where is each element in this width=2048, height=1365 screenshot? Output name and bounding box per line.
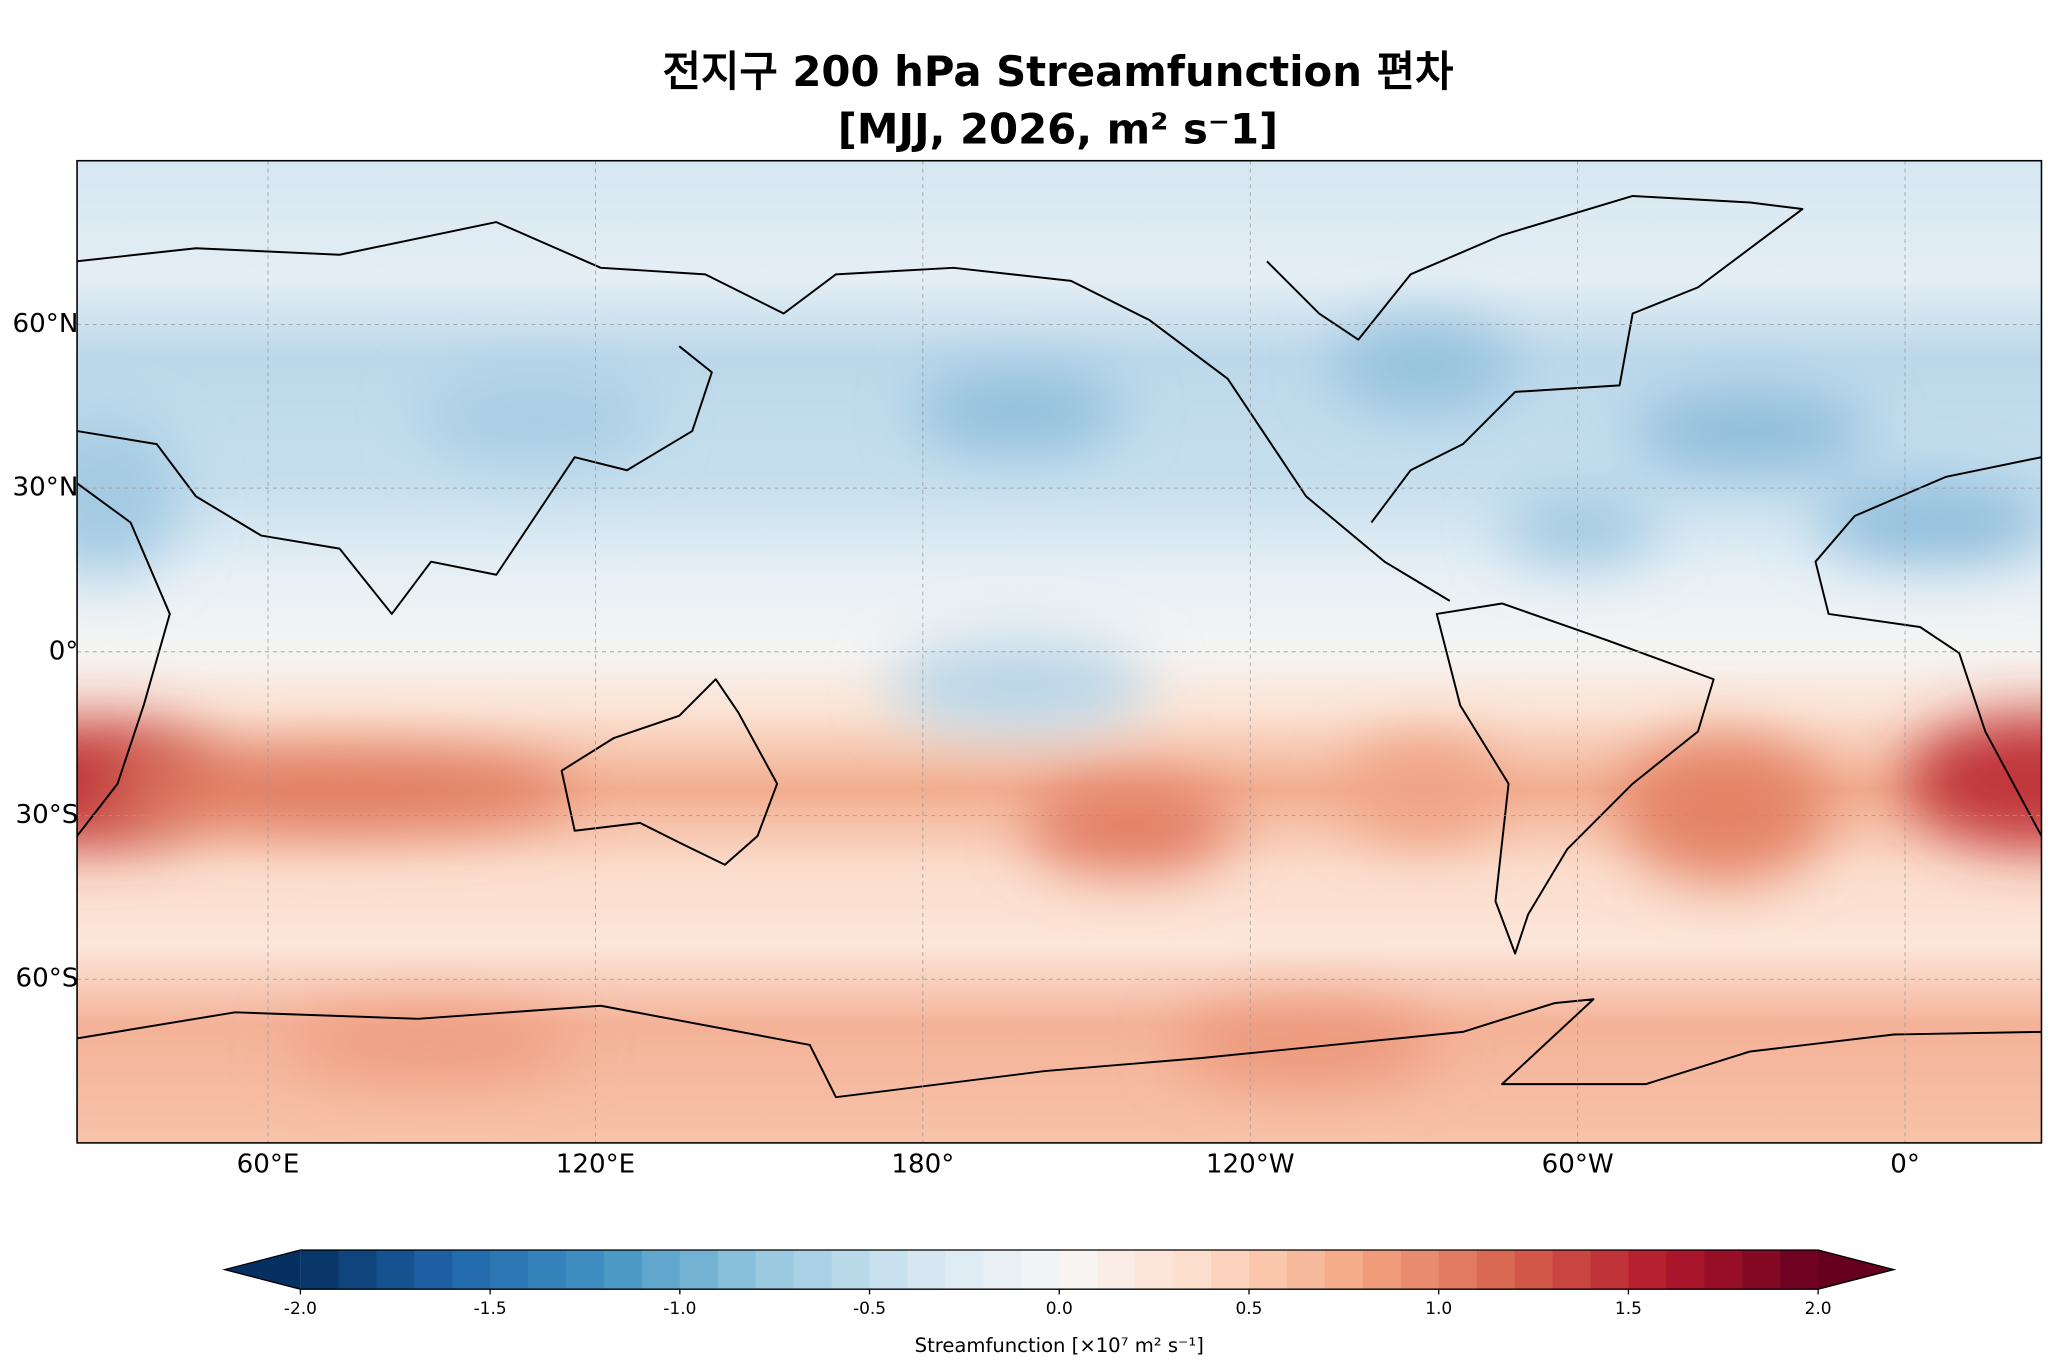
- colorbar-segment: [1173, 1250, 1212, 1290]
- colorbar-segment: [452, 1250, 491, 1290]
- y-tick-label: 60°S: [16, 964, 79, 994]
- colorbar-tick-label: 2.0: [1805, 1299, 1832, 1319]
- colorbar-extend-low: [224, 1250, 301, 1290]
- colorbar-segment: [869, 1250, 909, 1290]
- colorbar-segment: [528, 1250, 567, 1290]
- colorbar-segment: [793, 1250, 833, 1290]
- colorbar-tick-label: 0.0: [1046, 1299, 1073, 1319]
- x-tick-label: 0°: [1890, 1150, 1920, 1180]
- y-tick-label: 30°S: [16, 800, 79, 830]
- colorbar-segment: [1324, 1250, 1364, 1290]
- colorbar-segment: [1666, 1250, 1705, 1290]
- colorbar-segment: [1704, 1250, 1743, 1290]
- colorbar-segment: [300, 1250, 340, 1290]
- colorbar-segment: [755, 1250, 795, 1290]
- colorbar-segment: [1097, 1250, 1136, 1290]
- colorbar: -2.0 -1.5 -1.0 -0.5 0.0 0.5 1.0 1.5 2.0 Streamfun…: [222, 1249, 1897, 1357]
- colorbar-tick-label: 0.5: [1235, 1299, 1262, 1319]
- colorbar-tick-label: -1.0: [663, 1299, 696, 1319]
- colorbar-segment: [414, 1250, 453, 1290]
- colorbar-segment: [1514, 1250, 1554, 1290]
- coastlines: [77, 194, 2042, 1099]
- colorbar-segment: [679, 1250, 719, 1290]
- colorbar-segment: [338, 1250, 377, 1290]
- x-tick-label: 60°W: [1542, 1150, 1614, 1180]
- colorbar-segment: [1135, 1250, 1174, 1290]
- colorbar-segment: [1059, 1250, 1098, 1290]
- y-tick-label: 0°: [49, 636, 79, 666]
- title: 전지구 200 hPa Streamfunction 편차: [662, 47, 1453, 96]
- colorbar-segment: [1780, 1250, 1819, 1290]
- colorbar-tick-label: 1.5: [1615, 1299, 1642, 1319]
- colorbar-segment: [1742, 1250, 1781, 1290]
- colorbar-segment: [1021, 1250, 1060, 1290]
- colorbar-tick-label: -1.5: [474, 1299, 507, 1319]
- map-frame: [76, 159, 2043, 1144]
- colorbar-segment: [1590, 1250, 1630, 1290]
- colorbar-tick-label: -0.5: [853, 1299, 886, 1319]
- y-tick-label: 60°N: [13, 309, 79, 339]
- colorbar-segment: [376, 1250, 415, 1290]
- colorbar-segment: [603, 1250, 643, 1290]
- colorbar-segment: [641, 1250, 681, 1290]
- colorbar-label: Streamfunction [×10⁷ m² s⁻¹]: [915, 1334, 1204, 1357]
- colorbar-segment: [566, 1250, 605, 1290]
- x-tick-label: 60°E: [237, 1150, 300, 1180]
- colorbar-segment: [983, 1250, 1022, 1290]
- colorbar-segment: [945, 1250, 985, 1290]
- colorbar-segment: [1211, 1250, 1250, 1290]
- y-tick-label: 30°N: [13, 473, 79, 503]
- colorbar-segment: [717, 1250, 757, 1290]
- x-tick-label: 180°: [891, 1150, 954, 1180]
- colorbar-tick-label: 1.0: [1425, 1299, 1452, 1319]
- colorbar-segment: [831, 1250, 871, 1290]
- colorbar-tick-label: -2.0: [284, 1299, 317, 1319]
- subtitle: [MJJ, 2026, m² s⁻1]: [838, 104, 1278, 153]
- colorbar-segment: [1362, 1250, 1402, 1290]
- x-tick-label: 120°W: [1206, 1150, 1295, 1180]
- x-tick-label: 120°E: [556, 1150, 635, 1180]
- colorbar-extend-high: [1818, 1250, 1894, 1290]
- colorbar-segment: [490, 1250, 529, 1290]
- grid: [77, 160, 2042, 1143]
- colorbar-segment: [1438, 1250, 1478, 1290]
- colorbar-segment: [1552, 1250, 1592, 1290]
- colorbar-segment: [1248, 1250, 1288, 1290]
- field-anomalies: [77, 320, 2042, 1085]
- colorbar-segment: [907, 1250, 947, 1290]
- colorbar-segment: [1286, 1250, 1326, 1290]
- colorbar-segment: [1476, 1250, 1516, 1290]
- colorbar-segment: [1400, 1250, 1440, 1290]
- colorbar-segment: [1628, 1250, 1668, 1290]
